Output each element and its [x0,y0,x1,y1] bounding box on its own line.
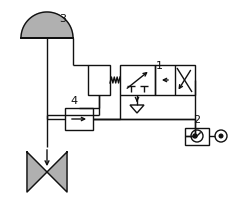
Polygon shape [27,152,47,192]
Polygon shape [21,12,73,38]
Bar [65,108,93,130]
Text: 3: 3 [59,14,66,24]
Text: 1: 1 [156,61,163,71]
Circle shape [219,134,223,138]
Polygon shape [47,152,67,192]
Bar [88,65,110,95]
Bar [120,65,155,95]
Bar [155,65,195,95]
Circle shape [193,134,197,138]
Text: 2: 2 [194,115,200,125]
Text: 4: 4 [70,96,77,106]
Bar [185,128,209,145]
